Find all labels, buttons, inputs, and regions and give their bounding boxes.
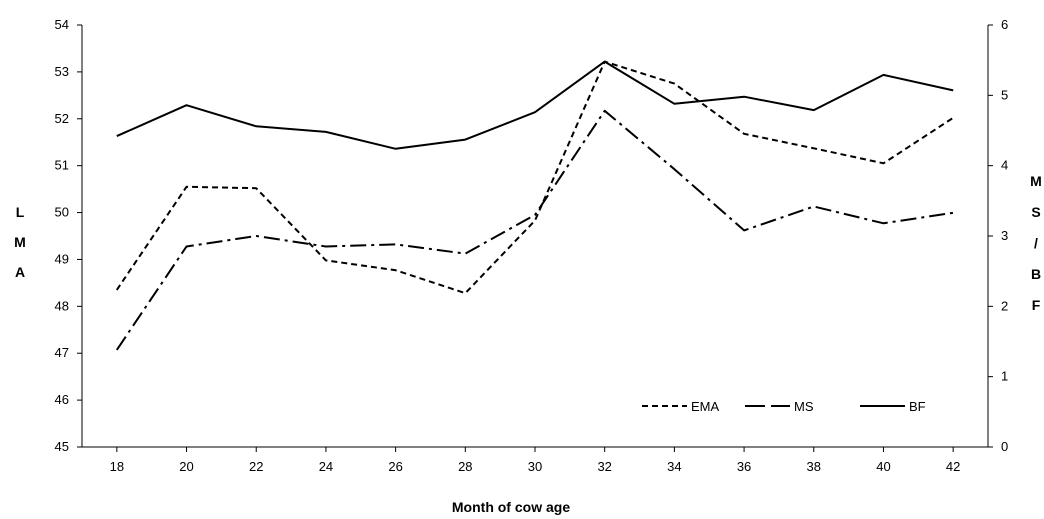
series-line-ms [115, 109, 954, 351]
legend-label-bf: BF [909, 399, 926, 414]
left-y-tick-label: 45 [55, 439, 69, 454]
x-tick-label: 18 [110, 459, 124, 474]
right-y-tick-label: 3 [1001, 228, 1008, 243]
legend: EMA MS BF [642, 399, 926, 414]
left-y-tick-label: 48 [55, 298, 69, 313]
x-tick-label: 42 [946, 459, 960, 474]
right-y-tick-label: 1 [1001, 369, 1008, 384]
series-line-bf [116, 60, 954, 150]
right-y-tick-label: 2 [1001, 298, 1008, 313]
x-tick-label: 26 [388, 459, 402, 474]
legend-label-ms: MS [794, 399, 814, 414]
right-axis-title-letter: S [1031, 204, 1040, 220]
left-y-tick-label: 47 [55, 345, 69, 360]
legend-label-ema: EMA [691, 399, 720, 414]
x-tick-label: 34 [667, 459, 681, 474]
series-group [115, 60, 954, 351]
x-axis-title: Month of cow age [452, 499, 570, 515]
right-axis-title-letter: M [1030, 173, 1042, 189]
left-y-tick-label: 51 [55, 158, 69, 173]
left-axis-title-letter: L [16, 204, 25, 220]
right-y-tick-label: 6 [1001, 17, 1008, 32]
right-axis-title-letter: F [1032, 297, 1041, 313]
x-tick-label: 30 [528, 459, 542, 474]
x-tick-label: 38 [807, 459, 821, 474]
left-y-tick-label: 54 [55, 17, 69, 32]
left-y-tick-label: 46 [55, 392, 69, 407]
x-tick-label: 32 [597, 459, 611, 474]
right-y-tick-label: 4 [1001, 158, 1008, 173]
right-axis-title-letter: B [1031, 266, 1041, 282]
left-axis-title-letter: M [14, 234, 26, 250]
left-y-tick-label: 52 [55, 111, 69, 126]
left-y-tick-label: 50 [55, 205, 69, 220]
right-y-tick-label: 5 [1001, 87, 1008, 102]
x-tick-label: 24 [319, 459, 333, 474]
x-tick-label: 40 [876, 459, 890, 474]
right-axis-title-letter: / [1034, 235, 1038, 251]
x-tick-label: 20 [179, 459, 193, 474]
left-y-tick-label: 53 [55, 64, 69, 79]
left-axis-title-letter: A [15, 264, 25, 280]
x-tick-label: 22 [249, 459, 263, 474]
x-tick-label: 36 [737, 459, 751, 474]
left-y-tick-label: 49 [55, 251, 69, 266]
right-y-tick-label: 0 [1001, 439, 1008, 454]
x-tick-label: 28 [458, 459, 472, 474]
series-line-ema [115, 60, 954, 295]
